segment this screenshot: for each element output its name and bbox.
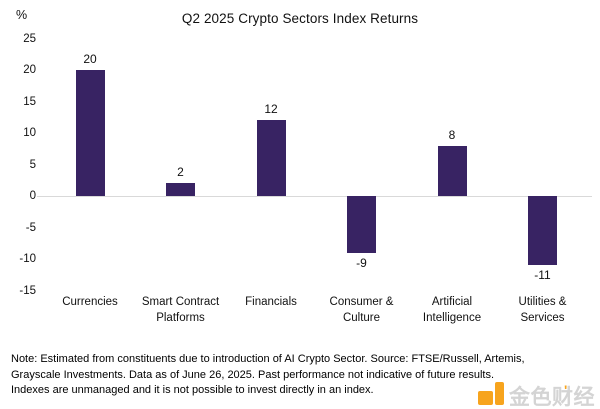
x-category-label: Smart Contract Platforms	[141, 296, 220, 324]
y-tick-label: 5	[29, 158, 36, 171]
y-tick-label: 15	[23, 95, 36, 108]
x-category-label: Consumer & Culture	[329, 296, 394, 324]
jinse-logo-block	[478, 391, 493, 405]
x-category-label: Utilities & Services	[518, 296, 567, 324]
x-category-label: Artificial Intelligence	[422, 296, 482, 324]
bar-value-label: 20	[83, 52, 97, 66]
jinse-logo-bar	[495, 382, 504, 405]
bar-2	[256, 120, 286, 196]
bar-value-label: 2	[177, 165, 184, 180]
bar-value-label: -9	[356, 255, 367, 270]
watermark-accent-mark: '	[564, 382, 568, 398]
y-axis-unit-label: %	[16, 8, 28, 22]
y-tick-label: -15	[19, 284, 36, 297]
x-category-label: Financials	[245, 296, 297, 308]
watermark-text: 金色财经	[509, 386, 595, 409]
y-tick-label: 25	[23, 32, 36, 45]
y-tick-label: 0	[29, 190, 36, 202]
bar-value-label: 12	[264, 102, 278, 117]
bar-3	[347, 196, 376, 253]
jinse-watermark: 金色财经 '	[478, 380, 596, 409]
bar-0	[75, 70, 105, 196]
y-tick-label: 10	[23, 127, 36, 139]
jinse-logo-icon	[478, 382, 504, 405]
bar-value-label: -11	[534, 268, 551, 283]
footnote-line: Grayscale Investments. Data as of June 2…	[11, 368, 495, 381]
footnote-line: Note: Estimated from constituents due to…	[11, 353, 525, 365]
x-category-label: Currencies	[62, 296, 118, 308]
footnote-line: Indexes are unmanaged and it is not poss…	[11, 384, 374, 396]
zero-baseline	[37, 195, 592, 197]
bar-value-label: 8	[448, 127, 456, 142]
y-tick-label: -5	[25, 221, 36, 234]
bar-1	[166, 183, 195, 196]
bar-4	[437, 145, 467, 196]
bar-5	[528, 196, 557, 266]
y-tick-label: 20	[23, 64, 36, 76]
y-tick-label: -10	[19, 253, 36, 265]
chart-title: Q2 2025 Crypto Sectors Index Returns	[181, 11, 419, 26]
footnote: Note: Estimated from constituents due to…	[11, 352, 593, 399]
